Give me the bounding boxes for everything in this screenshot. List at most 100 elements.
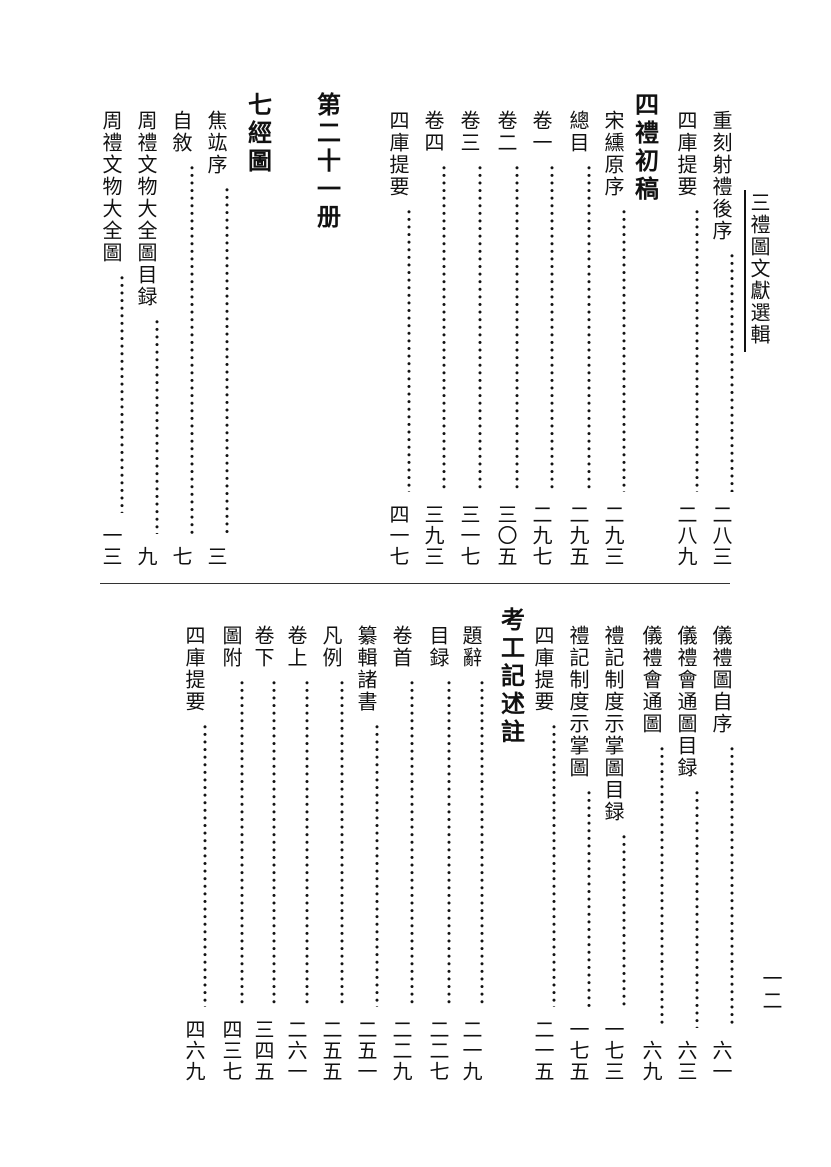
section-heading: 四禮初稿 bbox=[630, 92, 659, 204]
entry-title: 焦竑序 bbox=[204, 110, 228, 176]
entry-page-number: 三四五 bbox=[251, 1019, 275, 1082]
entry-page-number: 二一五 bbox=[531, 1019, 555, 1082]
entry-title: 周禮文物大全圖目録 bbox=[134, 110, 158, 308]
entry-page-number: 九 bbox=[134, 546, 158, 567]
dot-leader bbox=[587, 164, 591, 492]
toc-entry: 焦竑序三 bbox=[203, 110, 229, 567]
section-divider bbox=[100, 583, 730, 584]
page-number: 一二 bbox=[759, 968, 783, 1012]
dot-leader bbox=[730, 745, 734, 1028]
entry-title: 宋纁原序 bbox=[601, 110, 625, 198]
entry-page-number: 二九三 bbox=[601, 504, 625, 567]
dot-leader bbox=[410, 679, 414, 1007]
dot-leader bbox=[730, 252, 734, 492]
entry-page-number: 三 bbox=[204, 546, 228, 567]
entry-page-number: 三〇五 bbox=[494, 504, 518, 567]
entry-title: 卷四 bbox=[421, 110, 445, 154]
dot-leader bbox=[155, 318, 159, 534]
toc-entry: 卷一 二九七 bbox=[528, 110, 554, 567]
section-heading: 考工記述註 bbox=[496, 607, 525, 747]
toc-entry: 自敘七 bbox=[168, 110, 194, 567]
toc-entry: 纂輯諸書 二五一 bbox=[353, 625, 379, 1082]
entry-page-number: 二九七 bbox=[529, 504, 553, 567]
entry-page-number: 六一 bbox=[709, 1040, 733, 1082]
toc-entry: 卷上 二六一 bbox=[283, 625, 309, 1082]
toc-entry: 凡例 二五五 bbox=[318, 625, 344, 1082]
toc-entry: 圖附 四三七 bbox=[218, 625, 244, 1082]
entry-title: 卷首 bbox=[389, 625, 413, 669]
toc-entry: 總目 二九五 bbox=[565, 110, 591, 567]
entry-title: 四庫提要 bbox=[386, 110, 410, 198]
dot-leader bbox=[203, 723, 207, 1007]
entry-page-number: 二九五 bbox=[566, 504, 590, 567]
dot-leader bbox=[550, 164, 554, 492]
entry-title: 凡例 bbox=[319, 625, 343, 669]
toc-entry: 四庫提要 四六九 bbox=[181, 625, 207, 1082]
dot-leader bbox=[375, 723, 379, 1007]
toc-entry: 卷四 三九三 bbox=[420, 110, 446, 567]
entry-page-number: 二八三 bbox=[709, 504, 733, 567]
volume-heading: 第二十一册 bbox=[312, 92, 341, 232]
entry-title: 重刻射禮後序 bbox=[709, 110, 733, 242]
entry-page-number: 二五一 bbox=[354, 1019, 378, 1082]
entry-page-number: 七 bbox=[169, 546, 193, 567]
entry-title: 目録 bbox=[426, 625, 450, 669]
entry-title: 四庫提要 bbox=[531, 625, 555, 713]
dot-leader bbox=[695, 208, 699, 492]
toc-entry: 禮記制度示掌圖目録 一七三 bbox=[600, 625, 626, 1082]
header-rule bbox=[744, 190, 746, 352]
dot-leader bbox=[552, 723, 556, 1007]
dot-leader bbox=[660, 745, 664, 1028]
entry-title: 儀禮圖自序 bbox=[709, 625, 733, 735]
dot-leader bbox=[272, 679, 276, 1007]
entry-title: 卷三 bbox=[457, 110, 481, 154]
dot-leader bbox=[190, 164, 194, 534]
entry-page-number: 六九 bbox=[639, 1040, 663, 1082]
entry-title: 圖附 bbox=[219, 625, 243, 669]
entry-title: 周禮文物大全圖 bbox=[99, 110, 123, 264]
toc-entry: 禮記制度示掌圖 一七五 bbox=[565, 625, 591, 1082]
toc-entry: 儀禮圖自序 六一 bbox=[708, 625, 734, 1082]
toc-entry: 卷三 三一七 bbox=[456, 110, 482, 567]
entry-page-number: 二八九 bbox=[674, 504, 698, 567]
entry-title: 禮記制度示掌圖 bbox=[566, 625, 590, 779]
entry-page-number: 二五五 bbox=[319, 1019, 343, 1082]
dot-leader bbox=[622, 208, 626, 492]
entry-title: 儀禮會通圖 bbox=[639, 625, 663, 735]
toc-entry: 儀禮會通圖目録 六三 bbox=[673, 625, 699, 1082]
dot-leader bbox=[447, 679, 451, 1007]
toc-entry: 宋纁原序 二九三 bbox=[600, 110, 626, 567]
entry-page-number: 四六九 bbox=[182, 1019, 206, 1082]
dot-leader bbox=[407, 208, 411, 492]
dot-leader bbox=[120, 274, 124, 513]
entry-title: 纂輯諸書 bbox=[354, 625, 378, 713]
dot-leader bbox=[340, 679, 344, 1007]
entry-title: 總目 bbox=[566, 110, 590, 154]
toc-entry: 四庫提要 二八九 bbox=[673, 110, 699, 567]
entry-title: 儀禮會通圖目録 bbox=[674, 625, 698, 779]
entry-page-number: 二一九 bbox=[459, 1019, 483, 1082]
running-title: 三禮圖文獻選輯 bbox=[747, 192, 771, 346]
entry-page-number: 三九三 bbox=[421, 504, 445, 567]
toc-entry: 周禮文物大全圖目録九 bbox=[133, 110, 159, 567]
entry-page-number: 六三 bbox=[674, 1040, 698, 1082]
entry-title: 卷上 bbox=[284, 625, 308, 669]
dot-leader bbox=[515, 164, 519, 492]
entry-title: 題辭 bbox=[459, 625, 483, 669]
toc-entry: 題辭 二一九 bbox=[458, 625, 484, 1082]
toc-entry: 卷下 三四五 bbox=[250, 625, 276, 1082]
toc-entry: 重刻射禮後序 二八三 bbox=[708, 110, 734, 567]
entry-title: 自敘 bbox=[169, 110, 193, 154]
entry-page-number: 四一七 bbox=[386, 504, 410, 567]
entry-title: 四庫提要 bbox=[674, 110, 698, 198]
toc-entry: 四庫提要 四一七 bbox=[385, 110, 411, 567]
dot-leader bbox=[240, 679, 244, 1007]
dot-leader bbox=[478, 164, 482, 492]
dot-leader bbox=[305, 679, 309, 1007]
entry-page-number: 二六一 bbox=[284, 1019, 308, 1082]
dot-leader bbox=[622, 833, 626, 1007]
entry-page-number: 四三七 bbox=[219, 1019, 243, 1082]
dot-leader bbox=[587, 789, 591, 1007]
entry-page-number: 一三 bbox=[99, 525, 123, 567]
toc-entry: 儀禮會通圖 六九 bbox=[638, 625, 664, 1082]
